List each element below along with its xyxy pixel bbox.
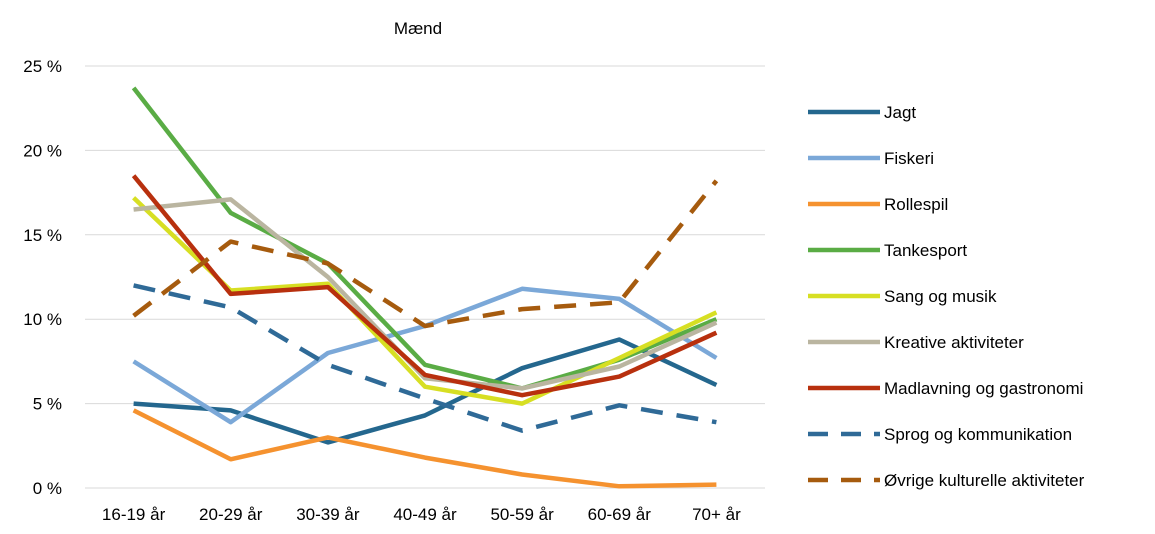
legend-item: Fiskeri [808,149,934,168]
legend-label: Øvrige kulturelle aktiviteter [884,471,1085,490]
x-tick-label: 40-49 år [393,505,457,524]
grid-lines [85,65,765,489]
series-line-9 [132,179,719,329]
series-line-1 [133,337,718,445]
legend-label: Rollespil [884,195,948,214]
chart-title: Mænd [394,19,442,38]
legend-label: Madlavning og gastronomi [884,379,1083,398]
x-axis: 16-19 år 20-29 år 30-39 år 40-49 år 50-59 år… [102,505,741,524]
legend-label: Sprog og kommunikation [884,425,1072,444]
y-axis: 0 % 5 % 10 % 15 % 20 % 25 % [23,57,62,498]
series-line-6 [133,197,718,391]
legend-item: Kreative aktiviteter [808,333,1024,352]
y-tick-label: 5 % [33,395,62,414]
legend-label: Sang og musik [884,287,997,306]
x-tick-label: 50-59 år [490,505,554,524]
x-tick-label: 60-69 år [588,505,652,524]
x-tick-label: 16-19 år [102,505,166,524]
x-tick-label: 30-39 år [296,505,360,524]
legend-item: Jagt [808,103,916,122]
legend-label: Kreative aktiviteter [884,333,1024,352]
legend-item: Tankesport [808,241,967,260]
y-tick-label: 0 % [33,479,62,498]
legend-label: Fiskeri [884,149,934,168]
series-line-3 [132,408,717,489]
x-tick-label: 70+ år [692,505,741,524]
legend-item: Sang og musik [808,287,997,306]
legend-item: Øvrige kulturelle aktiviteter [808,471,1085,490]
legend-item: Sprog og kommunikation [808,425,1072,444]
y-tick-label: 15 % [23,226,62,245]
series-line-7 [131,174,718,398]
legend: Jagt Fiskeri Rollespil Tankesport Sang og mu… [808,103,1085,490]
x-tick-label: 20-29 år [199,505,263,524]
legend-label: Tankesport [884,241,967,260]
legend-label: Jagt [884,103,916,122]
legend-item: Madlavning og gastronomi [808,379,1083,398]
legend-item: Rollespil [808,195,948,214]
series-lines [131,86,719,489]
y-tick-label: 20 % [23,141,62,160]
series-line-8 [133,283,717,433]
y-tick-label: 10 % [23,310,62,329]
y-tick-label: 25 % [23,57,62,76]
